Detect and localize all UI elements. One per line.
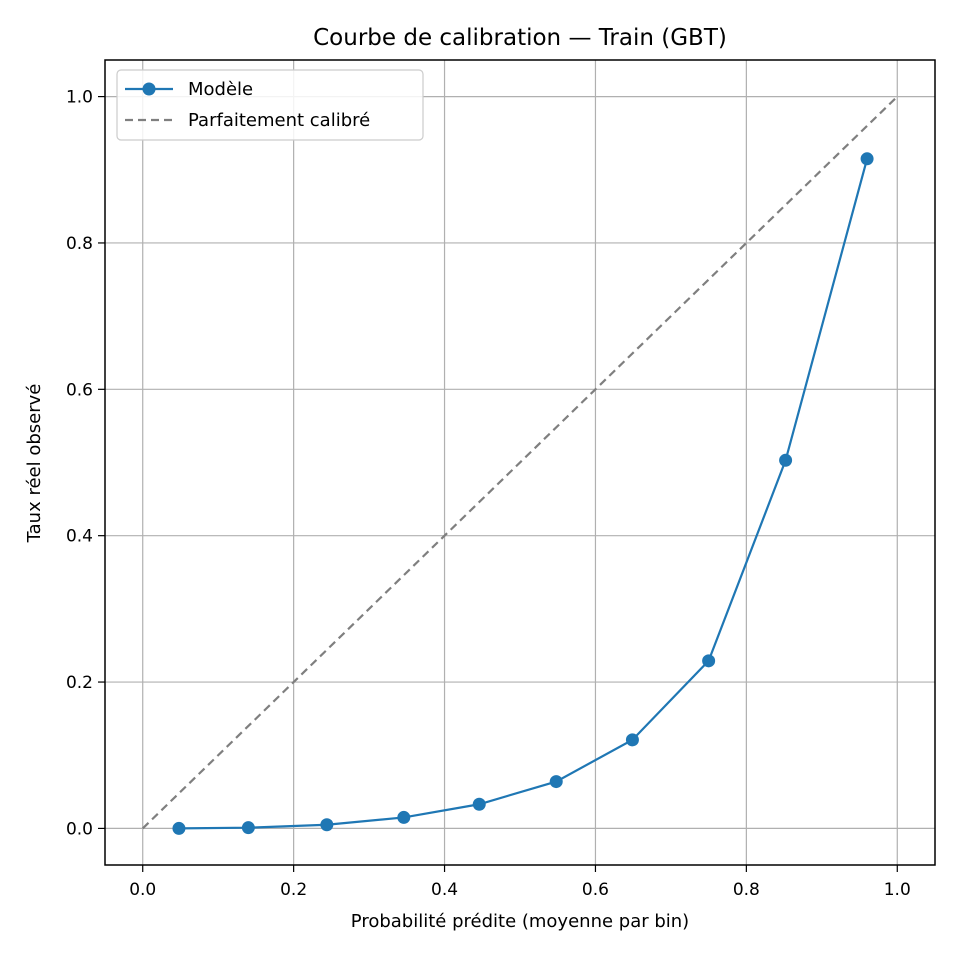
- data-point-modele: [172, 821, 186, 835]
- x-axis-label: Probabilité prédite (moyenne par bin): [351, 911, 689, 932]
- y-tick-label: 0.0: [66, 819, 93, 839]
- series-line-modele: [178, 158, 869, 830]
- plot-frame: [104, 59, 936, 866]
- series-layer: [141, 95, 899, 835]
- legend-box: [116, 69, 424, 141]
- y-tick-label: 0.2: [66, 673, 93, 693]
- x-tick-label: 0.2: [280, 880, 307, 900]
- legend: Modèle Parfaitement calibré: [116, 69, 424, 141]
- y-tick-label: 0.6: [66, 380, 93, 400]
- y-tick-label: 0.8: [66, 234, 93, 254]
- x-tick-label: 0.4: [431, 880, 458, 900]
- legend-label-modele: Modèle: [188, 79, 253, 100]
- data-point-modele: [320, 818, 334, 832]
- x-tick-label: 0.0: [129, 880, 156, 900]
- x-tick-label: 0.6: [582, 880, 609, 900]
- series-line-parfaitement-calibre: [141, 95, 899, 830]
- legend-marker-modele: [142, 82, 156, 96]
- data-point-modele: [397, 810, 411, 824]
- x-tick-label: 0.8: [733, 880, 760, 900]
- data-point-modele: [779, 453, 793, 467]
- chart-title: Courbe de calibration — Train (GBT): [313, 25, 727, 51]
- data-point-modele: [625, 733, 639, 747]
- y-tick-label: 0.4: [66, 527, 93, 547]
- legend-label-parfaitement-calibre: Parfaitement calibré: [188, 110, 370, 131]
- y-axis-label: Taux réel observé: [24, 384, 45, 544]
- y-tick-label: 1.0: [66, 88, 93, 108]
- ticks: 0.0 0.2 0.4 0.6 0.8 1.0 0.0 0.2 0.4 0.6 0.8 1.0: [66, 88, 911, 900]
- x-tick-label: 1.0: [884, 880, 911, 900]
- data-point-modele: [241, 821, 255, 835]
- data-point-modele: [860, 152, 874, 166]
- data-point-modele: [472, 797, 486, 811]
- data-point-modele: [702, 654, 716, 668]
- data-point-modele: [549, 775, 563, 789]
